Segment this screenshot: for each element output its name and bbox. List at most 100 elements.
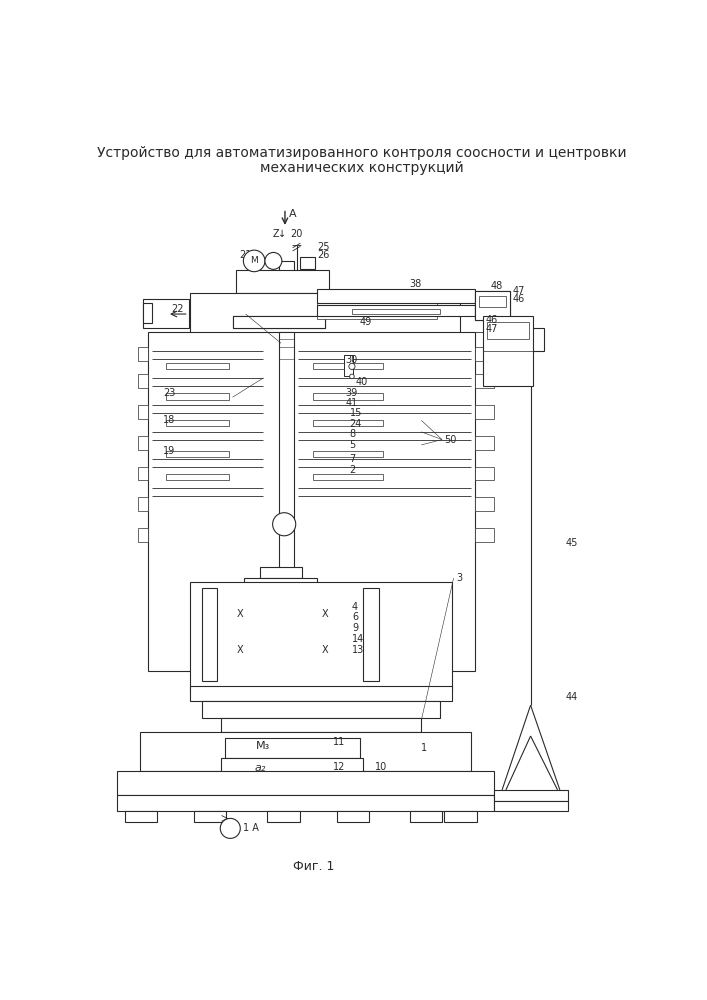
Bar (138, 374, 148, 388)
Text: X: X (322, 609, 328, 619)
Text: 47: 47 (486, 324, 498, 334)
Bar (264, 694, 298, 702)
Bar (317, 311, 437, 319)
Bar (475, 291, 510, 320)
Bar (227, 601, 233, 606)
Text: механических конструкций: механических конструкций (260, 161, 464, 175)
Circle shape (350, 374, 354, 379)
Text: 40: 40 (356, 377, 368, 387)
Bar (313, 451, 382, 457)
Text: 50: 50 (444, 435, 457, 445)
Bar (313, 363, 382, 369)
Text: 10: 10 (375, 762, 387, 772)
Bar (165, 393, 229, 400)
Bar (305, 633, 344, 667)
Bar (363, 588, 379, 681)
Bar (165, 420, 229, 426)
Bar (483, 316, 533, 386)
Bar (117, 795, 494, 811)
Bar (138, 405, 148, 419)
Text: 46: 46 (486, 315, 498, 325)
Text: a₂: a₂ (254, 763, 266, 773)
Text: 5: 5 (350, 440, 356, 450)
Bar (264, 681, 298, 688)
Circle shape (221, 818, 240, 838)
Circle shape (349, 363, 355, 369)
Bar (337, 811, 369, 822)
Bar (217, 659, 223, 664)
Bar (475, 405, 494, 419)
Bar (252, 587, 310, 595)
Text: X: X (237, 609, 244, 619)
Bar (201, 701, 440, 718)
Text: 18: 18 (163, 415, 175, 425)
Text: Фиг. 1: Фиг. 1 (293, 860, 334, 873)
Text: 12: 12 (333, 762, 345, 772)
Bar (221, 596, 259, 633)
Bar (165, 451, 229, 457)
Bar (267, 811, 300, 822)
Bar (201, 588, 217, 681)
Bar (217, 624, 223, 629)
Text: 14: 14 (352, 634, 364, 644)
Bar (138, 347, 148, 361)
Text: 22: 22 (171, 304, 184, 314)
Bar (317, 289, 475, 303)
Bar (259, 670, 302, 681)
Text: 21: 21 (239, 250, 251, 260)
Text: 20: 20 (291, 229, 303, 239)
Text: 46: 46 (512, 294, 525, 304)
Text: 39: 39 (346, 388, 358, 398)
Bar (138, 528, 148, 542)
Bar (221, 718, 421, 732)
Text: ↓: ↓ (278, 229, 286, 239)
Bar (305, 596, 344, 633)
Bar (194, 811, 226, 822)
Bar (233, 316, 325, 328)
Bar (317, 305, 475, 316)
Text: Устройство для автоматизированного контроля соосности и центровки: Устройство для автоматизированного контр… (97, 146, 627, 160)
Text: 2: 2 (350, 465, 356, 475)
Bar (267, 688, 294, 694)
Text: 3: 3 (456, 573, 462, 583)
Text: 47: 47 (512, 286, 525, 296)
Text: A: A (288, 209, 296, 219)
Bar (217, 601, 223, 606)
Bar (313, 420, 382, 426)
Text: 1 А: 1 А (243, 823, 259, 833)
Text: 6: 6 (352, 612, 358, 622)
Text: 19: 19 (163, 446, 175, 456)
Bar (344, 355, 354, 376)
Bar (165, 474, 229, 480)
Bar (475, 347, 494, 361)
Bar (300, 594, 350, 671)
Bar (486, 322, 529, 339)
Bar (140, 732, 472, 771)
Text: 8: 8 (350, 429, 356, 439)
Text: 15: 15 (350, 408, 362, 418)
Text: 13: 13 (352, 645, 364, 655)
Bar (479, 296, 506, 307)
Text: Z: Z (273, 229, 279, 239)
Bar (190, 686, 452, 701)
Bar (409, 811, 442, 822)
Bar (227, 624, 233, 629)
Bar (227, 613, 233, 617)
Circle shape (243, 250, 265, 272)
Text: M₃: M₃ (256, 741, 270, 751)
Text: M: M (250, 256, 258, 265)
Bar (190, 582, 452, 690)
Circle shape (273, 513, 296, 536)
Text: 9: 9 (352, 623, 358, 633)
Bar (266, 714, 296, 723)
Text: 1: 1 (421, 743, 427, 753)
Text: 38: 38 (409, 279, 422, 289)
Bar (475, 436, 494, 450)
Bar (190, 293, 460, 336)
Bar (300, 257, 315, 269)
Bar (494, 790, 568, 801)
Text: 45: 45 (566, 538, 578, 548)
Text: 24: 24 (350, 419, 362, 429)
Bar (143, 303, 152, 323)
Text: 41: 41 (346, 398, 358, 408)
